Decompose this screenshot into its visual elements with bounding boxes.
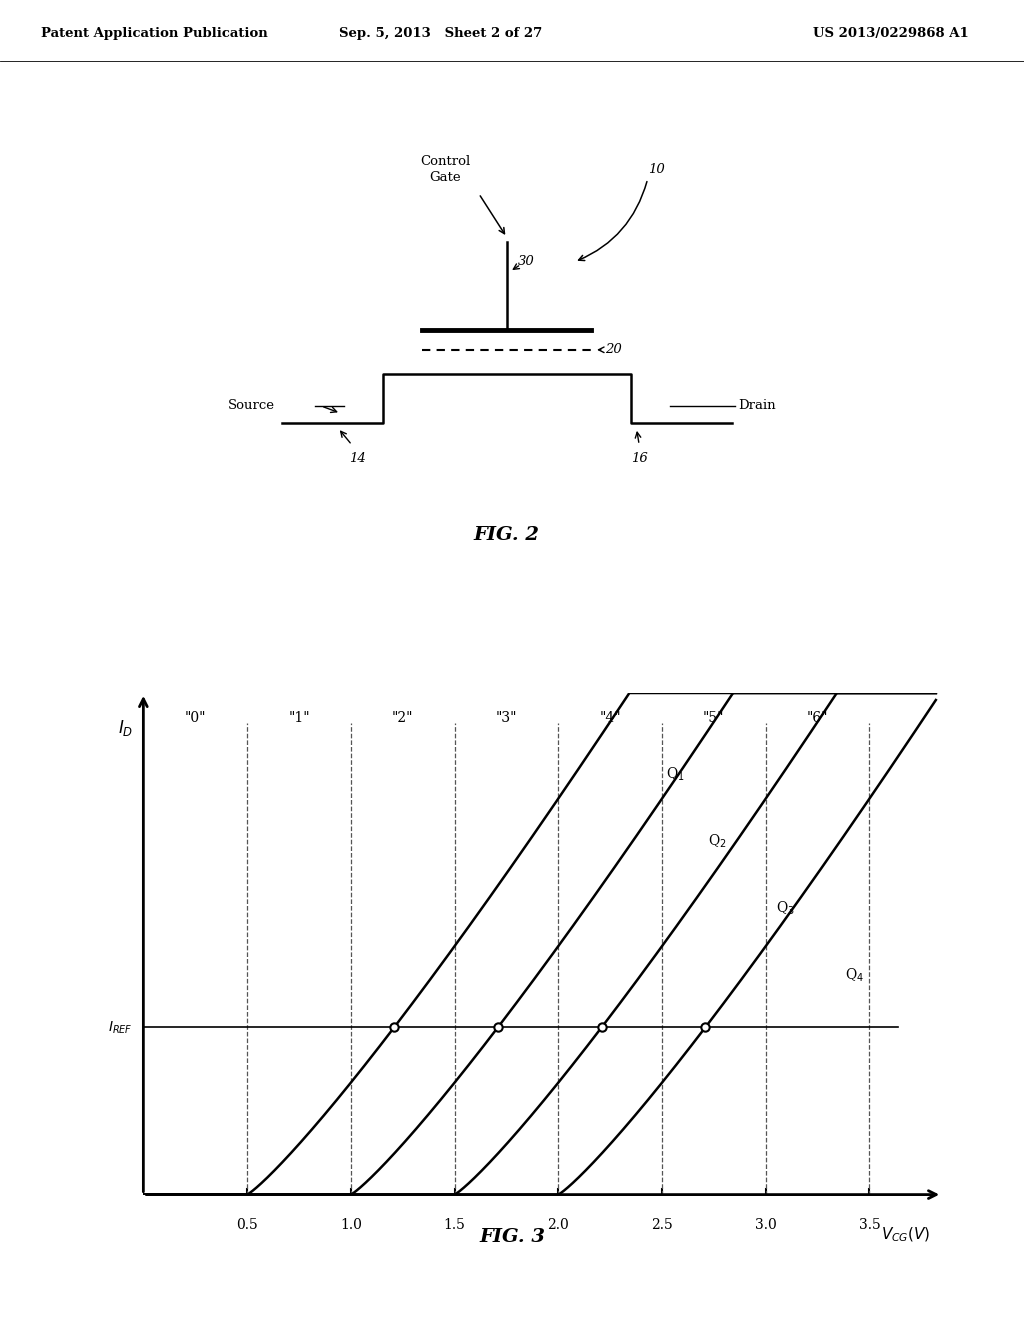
- Text: "6": "6": [807, 710, 828, 725]
- Text: FIG. 2: FIG. 2: [474, 527, 540, 544]
- Text: 2.0: 2.0: [548, 1217, 569, 1232]
- Text: "3": "3": [496, 710, 517, 725]
- Text: "5": "5": [703, 710, 725, 725]
- Text: 30: 30: [518, 255, 535, 268]
- Text: US 2013/0229868 A1: US 2013/0229868 A1: [813, 26, 969, 40]
- Text: "2": "2": [392, 710, 414, 725]
- Text: Q$_2$: Q$_2$: [708, 833, 726, 850]
- Text: 1.0: 1.0: [340, 1217, 361, 1232]
- Text: "1": "1": [288, 710, 310, 725]
- Text: FIG. 3: FIG. 3: [479, 1228, 545, 1246]
- Text: Q$_4$: Q$_4$: [845, 966, 863, 983]
- Text: Q$_3$: Q$_3$: [776, 899, 795, 916]
- Text: 2.5: 2.5: [651, 1217, 673, 1232]
- Text: 1.5: 1.5: [443, 1217, 466, 1232]
- Text: Q$_1$: Q$_1$: [667, 766, 685, 783]
- Text: "4": "4": [599, 710, 621, 725]
- Text: 3.0: 3.0: [755, 1217, 776, 1232]
- Text: 20: 20: [605, 343, 623, 356]
- Text: Patent Application Publication: Patent Application Publication: [41, 26, 267, 40]
- Text: 14: 14: [349, 453, 366, 466]
- Text: 0.5: 0.5: [237, 1217, 258, 1232]
- Text: Sep. 5, 2013   Sheet 2 of 27: Sep. 5, 2013 Sheet 2 of 27: [339, 26, 542, 40]
- Text: Source: Source: [228, 400, 275, 412]
- Text: 3.5: 3.5: [858, 1217, 881, 1232]
- Text: $V_{CG}(V)$: $V_{CG}(V)$: [881, 1226, 930, 1243]
- Text: $I_D$: $I_D$: [118, 718, 133, 738]
- Text: 10: 10: [648, 162, 665, 176]
- Text: "0": "0": [184, 710, 206, 725]
- Text: 16: 16: [631, 453, 647, 466]
- Text: Control
Gate: Control Gate: [420, 154, 470, 183]
- Text: Drain: Drain: [737, 400, 775, 412]
- Text: $I_{REF}$: $I_{REF}$: [109, 1019, 133, 1036]
